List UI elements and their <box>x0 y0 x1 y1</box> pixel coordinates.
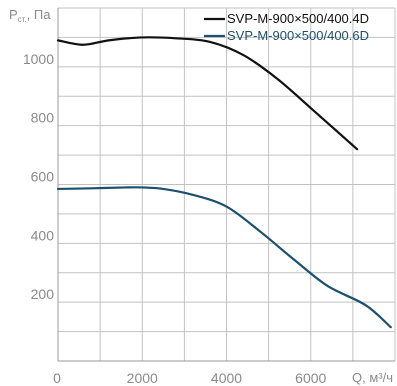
y-axis-label: Pст., Па <box>9 7 51 24</box>
y-tick-label: 1000 <box>23 51 54 67</box>
legend-label-series-1: SVP-M-900×500/400.4D <box>227 11 369 26</box>
y-tick-label: 400 <box>31 227 55 243</box>
y-tick-label: 800 <box>31 110 55 126</box>
y-axis-symbol: P <box>9 7 18 22</box>
y-tick-label: 200 <box>31 286 55 302</box>
x-axis-label: Q, м³/ч <box>352 370 393 385</box>
y-axis-unit: , Па <box>27 7 52 22</box>
tick-labels: 0 2000 4000 6000 200 400 600 800 1000 <box>23 51 327 386</box>
x-tick-label: 2000 <box>127 370 158 386</box>
legend: SVP-M-900×500/400.4D SVP-M-900×500/400.6… <box>204 11 369 43</box>
series-lines <box>56 36 392 329</box>
y-axis-subscript: ст. <box>18 15 27 24</box>
x-tick-label: 0 <box>53 370 61 386</box>
x-tick-label: 4000 <box>211 370 242 386</box>
svg-text:Pст., Па: Pст., Па <box>9 7 51 24</box>
legend-label-series-2: SVP-M-900×500/400.6D <box>227 28 369 43</box>
series-line-2 <box>56 186 392 329</box>
x-tick-label: 6000 <box>295 370 326 386</box>
series-line-1 <box>56 36 359 151</box>
y-tick-label: 600 <box>31 169 55 185</box>
grid <box>57 7 396 362</box>
